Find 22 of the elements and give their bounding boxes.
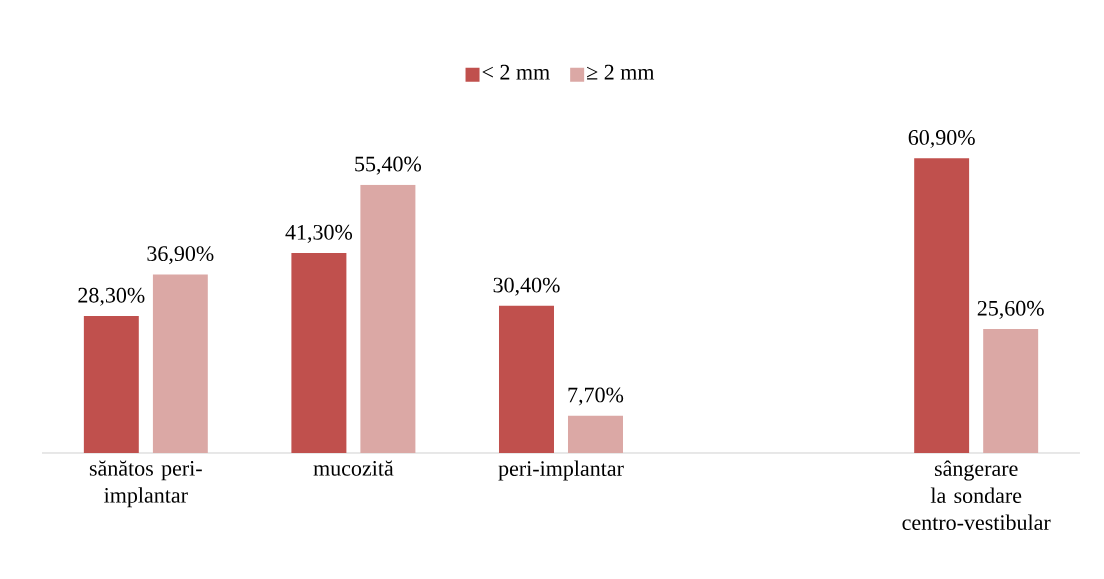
x-tick-label: sănătos peri-implantar bbox=[89, 460, 202, 508]
data-label: 36,90% bbox=[147, 246, 214, 265]
x-tick-label: mucozită bbox=[313, 460, 394, 476]
bar bbox=[499, 305, 554, 453]
x-tick-label: sângerare la sondare centro-vestibular bbox=[902, 460, 1051, 531]
legend-label: ≥ 2 mm bbox=[587, 64, 655, 80]
data-label: 7,70% bbox=[568, 387, 624, 406]
data-label: 25,60% bbox=[977, 300, 1044, 319]
data-label: 28,30% bbox=[78, 287, 145, 306]
data-label: 55,40% bbox=[355, 156, 422, 175]
bar bbox=[152, 274, 208, 453]
bar bbox=[567, 415, 623, 453]
bar bbox=[291, 253, 347, 453]
data-label: 30,40% bbox=[493, 277, 560, 296]
x-tick-label: peri-implantar bbox=[498, 460, 624, 481]
legend-label: < 2 mm bbox=[482, 64, 550, 80]
bar bbox=[983, 329, 1039, 453]
bar bbox=[914, 158, 970, 453]
data-label: 41,30% bbox=[285, 224, 353, 243]
data-label: 60,90% bbox=[908, 130, 975, 149]
bar bbox=[83, 316, 139, 453]
bar bbox=[360, 184, 416, 453]
